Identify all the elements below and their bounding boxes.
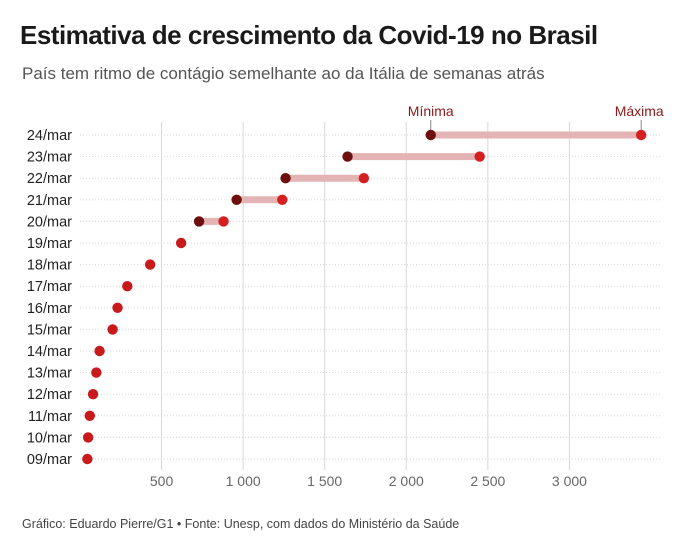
max-point	[636, 129, 647, 141]
x-tick-labels: 500 1 000 1 500 2 000 2 500 3 000	[150, 473, 587, 489]
category-label: 13/mar	[27, 366, 72, 382]
min-point	[231, 194, 242, 205]
x-tick-label: 500	[150, 473, 174, 489]
chart-title: Estimativa de crescimento da Covid-19 no…	[20, 20, 598, 50]
category-label: 15/mar	[27, 322, 72, 338]
data-point	[84, 410, 95, 421]
x-tick-label: 3 000	[552, 473, 587, 489]
category-label: 21/mar	[27, 193, 72, 209]
data-point	[175, 237, 187, 249]
min-point	[193, 216, 205, 227]
category-label: 24/mar	[27, 128, 72, 144]
min-point	[342, 151, 353, 162]
category-label: 16/mar	[27, 301, 72, 317]
data-point	[107, 324, 118, 335]
data-point	[122, 281, 133, 292]
category-label: 18/mar	[27, 258, 72, 274]
data-point	[112, 302, 123, 313]
min-point	[425, 129, 436, 141]
category-label: 17/mar	[27, 279, 72, 295]
data-point	[87, 389, 99, 400]
gridlines	[80, 122, 660, 470]
annotation-maxima: Máxima	[615, 103, 664, 119]
category-label: 14/mar	[27, 344, 72, 360]
category-label: 10/mar	[27, 430, 72, 446]
max-point	[358, 173, 370, 184]
annotation-minima: Mínima	[408, 103, 454, 119]
category-label: 12/mar	[27, 387, 72, 403]
data-point	[94, 345, 105, 357]
max-point	[218, 216, 229, 227]
x-tick-label: 1 000	[226, 473, 261, 489]
data-point	[82, 453, 93, 465]
data-points	[82, 129, 647, 465]
annotations: Mínima Máxima	[408, 103, 664, 130]
max-point	[474, 151, 485, 162]
category-label: 09/mar	[27, 452, 72, 468]
range-bands	[199, 131, 642, 225]
category-label: 22/mar	[27, 171, 72, 187]
x-tick-label: 2 000	[389, 473, 424, 489]
category-labels: 24/mar 23/mar 22/mar 21/mar 20/mar 19/mar 18/m…	[27, 128, 72, 468]
x-tick-label: 2 500	[470, 473, 505, 489]
data-point	[144, 259, 156, 270]
category-label: 20/mar	[27, 214, 72, 230]
min-point	[280, 173, 291, 184]
chart-subtitle: País tem ritmo de contágio semelhante ao…	[22, 64, 545, 83]
data-point	[82, 432, 94, 443]
category-label: 11/mar	[28, 409, 72, 425]
source-credit: Gráfico: Eduardo Pierre/G1 • Fonte: Unes…	[22, 517, 460, 531]
category-label: 23/mar	[27, 150, 72, 166]
x-tick-label: 1 500	[307, 473, 342, 489]
max-point	[277, 194, 288, 205]
data-point	[91, 367, 102, 378]
category-label: 19/mar	[27, 236, 72, 252]
